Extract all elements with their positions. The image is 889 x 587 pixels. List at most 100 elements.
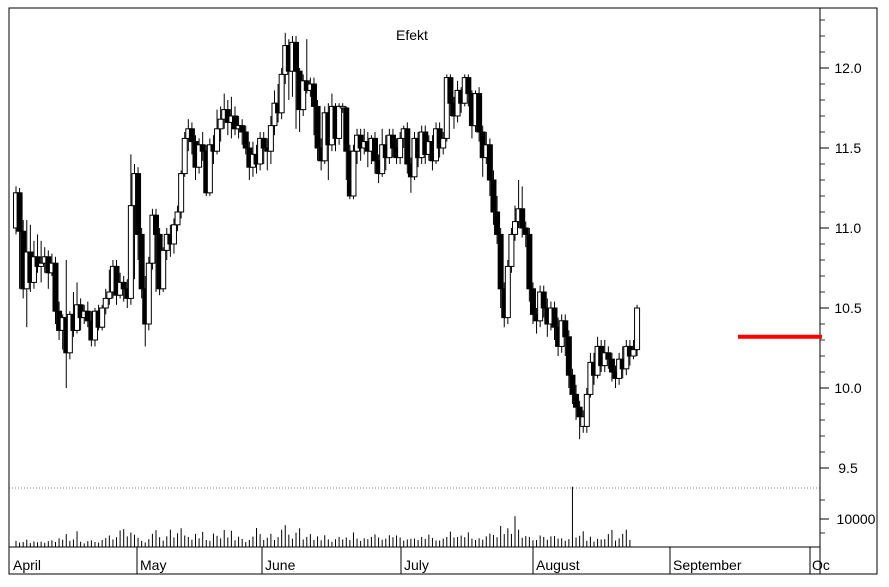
candle [476,87,483,142]
candle-body-down [529,288,536,315]
month-label: July [404,557,429,573]
candle [504,260,511,324]
candle [576,400,583,440]
candle-body-down [34,256,41,267]
candle-body-down [138,233,145,290]
candle [188,122,195,155]
month-label: Oc [812,557,830,573]
candle [84,301,91,328]
candle [34,234,41,273]
candle [199,132,206,161]
candle [522,221,529,248]
candle [196,138,203,174]
candle [397,132,404,164]
candle-body-up [583,393,590,427]
candle-body-down [562,320,569,338]
candle-body-down [573,393,580,408]
candle [231,106,238,136]
candle [30,240,37,289]
candle [608,352,615,382]
candle [634,304,641,356]
candle-body-down [605,352,612,360]
candle [562,314,569,356]
candle-body-up [206,144,213,194]
candle [443,74,450,142]
candle [239,119,246,145]
candle-body-up [30,256,37,283]
candle-body-down [113,265,120,296]
candle [440,132,447,155]
price-tick-label: 11.0 [835,220,861,236]
candle-body-down [260,137,267,149]
candle-body-down [486,144,493,181]
candle [127,154,134,305]
candle-body-up [504,265,511,319]
candle-body-up [379,144,386,175]
candle-body-down [576,406,583,418]
candle-body-down [389,134,396,149]
candle [52,256,59,324]
candle-body-up [278,73,285,114]
candle-body-up [508,233,515,267]
candle [181,132,188,177]
chart-title: Efekt [396,27,428,43]
candle [339,103,346,113]
volume-axis: 10000 [820,499,876,534]
candle [465,74,472,107]
price-tick-label: 10.0 [834,380,861,396]
candle [217,106,224,142]
candle [526,228,533,302]
candle-body-down [242,131,249,149]
volume-layer [15,486,631,547]
candle-body-down [519,208,526,229]
candle-body-down [188,128,195,143]
candle [630,340,637,360]
candle [310,77,317,136]
candle-body-down [135,173,142,235]
candle [551,301,558,340]
candle-body-up [217,118,224,130]
candle-body-up [145,262,152,325]
candle-body-down [231,115,238,130]
candle-body-down [497,233,504,290]
candle-body-up [336,105,343,139]
candle [519,186,526,238]
candle [178,170,185,219]
candle-body-down [465,77,472,95]
candle-body-down [199,144,206,152]
candle [569,368,576,404]
candle-body-up [630,349,637,357]
candle [565,330,572,388]
candle [314,100,321,161]
candle [447,74,454,116]
candle [389,128,396,158]
candle-body-up [196,144,203,168]
candle-body-up [623,345,630,370]
candle [508,228,515,273]
month-label: April [13,557,41,573]
candle-body-down [476,93,483,133]
candle [145,256,152,331]
candle [490,170,497,225]
candle-body-down [404,128,411,165]
candle [267,116,274,164]
candle-body-up [587,361,594,395]
candle-body-up [440,137,447,149]
candle-body-down [447,77,454,104]
candle [214,109,221,155]
candle [293,36,300,129]
candle-body-down [16,192,23,232]
candle [242,125,249,155]
candle [278,68,285,120]
candle-body-up [106,291,113,299]
candle [573,384,580,420]
candle [174,205,181,232]
month-label: September [673,557,742,573]
candle-body-down [540,291,547,309]
candle-body-up [181,137,188,175]
candle-body-up [66,313,73,354]
candle [379,128,386,177]
candle-body-up [214,128,221,152]
candle-body-up [300,80,307,111]
